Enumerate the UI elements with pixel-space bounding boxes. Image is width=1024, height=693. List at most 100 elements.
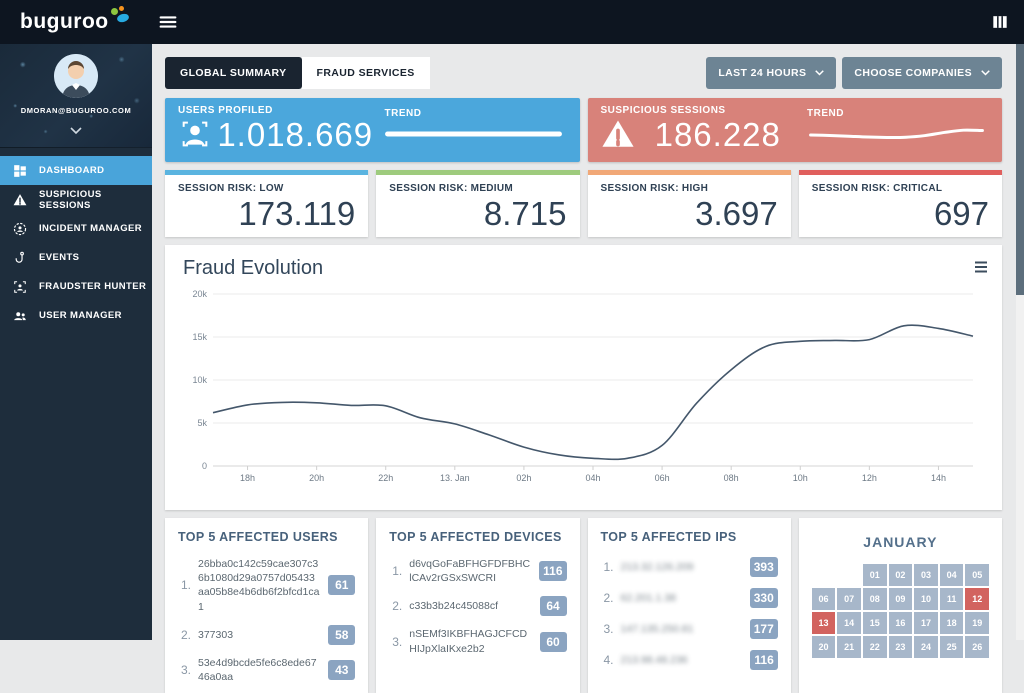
count-badge: 64 (539, 596, 567, 617)
menu-icon[interactable] (157, 11, 179, 33)
sidebar-item-incident-manager[interactable]: INCIDENT MANAGER (0, 214, 152, 243)
count-badge: 43 (328, 659, 356, 680)
sidebar-item-user-manager[interactable]: USER MANAGER (0, 301, 152, 330)
calendar-day-14[interactable]: 14 (837, 612, 861, 634)
panel-title: TOP 5 AFFECTED USERS (178, 530, 338, 544)
list-item[interactable]: 1. 26bba0c142c59cae307c36b1080d29a0757d0… (178, 557, 356, 614)
calendar-day-07[interactable]: 07 (837, 588, 861, 610)
tab-global-summary[interactable]: GLOBAL SUMMARY (165, 57, 302, 89)
list-item[interactable]: 2. c33b3b24c45088cf 64 (389, 596, 567, 617)
svg-text:15k: 15k (192, 332, 207, 342)
ip-address: 62.201.1.38 (620, 591, 676, 604)
scrollbar-track[interactable] (1016, 44, 1024, 640)
count-badge: 177 (749, 619, 778, 639)
list-item[interactable]: 2. 377303 58 (178, 624, 356, 645)
chart-menu-icon[interactable] (974, 261, 988, 273)
list-item[interactable]: 1. d6vqGoFaBFHGFDFBHClCAv2rGSxSWCRI 116 (389, 557, 567, 585)
list-item[interactable]: 3. 53e4d9bcde5fe6c8ede6746a0aa 43 (178, 656, 356, 684)
calendar-day-25[interactable]: 25 (939, 636, 964, 658)
list-item[interactable]: 3. 147.135.250.81 177 (601, 619, 778, 639)
svg-text:22h: 22h (378, 473, 393, 483)
fraudster-icon (13, 280, 27, 294)
calendar-day-26[interactable]: 26 (965, 636, 989, 658)
sidebar-item-dashboard[interactable]: DASHBOARD (0, 156, 152, 185)
scrollbar-thumb[interactable] (1016, 44, 1024, 295)
rank: 2. (180, 627, 191, 642)
calendar-day-08[interactable]: 08 (862, 588, 887, 610)
calendar-day-03[interactable]: 03 (914, 564, 938, 586)
tab-bar: GLOBAL SUMMARY FRAUD SERVICES (165, 57, 430, 89)
sidebar-item-events[interactable]: EVENTS (0, 243, 152, 272)
rank: 1. (180, 578, 191, 593)
calendar-day-10[interactable]: 10 (914, 588, 938, 610)
suspicious-sessions-card: SUSPICIOUS SESSIONS 186.228 TREND (587, 98, 1002, 162)
avatar[interactable] (54, 54, 98, 98)
top-affected-devices-panel: TOP 5 AFFECTED DEVICES 1. d6vqGoFaBFHGFD… (376, 518, 580, 693)
chart-title: Fraud Evolution (183, 257, 324, 279)
risk-critical-value: 697 (933, 195, 989, 232)
suspicious-sessions-value: 186.228 (654, 115, 781, 153)
calendar-day-13[interactable]: 13 (811, 612, 836, 634)
ip-address: 147.135.250.81 (620, 622, 694, 635)
calendar-day-22[interactable]: 22 (862, 636, 887, 658)
warning-icon (13, 193, 27, 207)
calendar-day-16[interactable]: 16 (888, 612, 913, 634)
risk-low-label: SESSION RISK: LOW (178, 183, 284, 194)
logo-text: buguroo (20, 10, 109, 33)
svg-text:12h: 12h (862, 473, 877, 483)
calendar-day-12[interactable]: 12 (965, 588, 989, 610)
count-badge: 61 (328, 575, 356, 596)
columns-view-icon[interactable] (990, 12, 1010, 32)
trend-label: TREND (384, 108, 422, 119)
svg-text:20k: 20k (192, 289, 207, 299)
buguroo-logo[interactable]: buguroo (20, 6, 131, 34)
calendar-grid: 01 02 03 04 05 06 07 08 09 10 11 12 13 14 15 16 17 18 19 20… (811, 564, 989, 658)
calendar-day-02[interactable]: 02 (888, 564, 913, 586)
count-badge: 116 (750, 650, 778, 670)
calendar-day-24[interactable]: 24 (914, 636, 938, 658)
calendar-day-01[interactable]: 01 (862, 564, 887, 586)
calendar-day-11[interactable]: 11 (939, 588, 964, 610)
grid-icon (13, 164, 27, 178)
list-item[interactable]: 4. 213.98.48.236 116 (601, 650, 778, 670)
list-item[interactable]: 3. nSEMf3IKBFHAGJCFCDHIJpXlaIKxe2b2 60 (389, 627, 567, 655)
calendar-day-20[interactable]: 20 (811, 636, 836, 658)
calendar-day-05[interactable]: 05 (965, 564, 989, 586)
risk-row: SESSION RISK: LOW 173.119 SESSION RISK: … (165, 170, 1002, 237)
count-badge: 393 (749, 557, 778, 577)
tab-fraud-services[interactable]: FRAUD SERVICES (301, 57, 430, 89)
calendar-day-09[interactable]: 09 (888, 588, 913, 610)
sidebar-item-fraudster-hunter[interactable]: FRAUDSTER HUNTER (0, 272, 152, 301)
top-affected-ips-panel: TOP 5 AFFECTED IPS 1. 213.32.126.209 393… (587, 518, 791, 693)
list-item[interactable]: 1. 213.32.126.209 393 (601, 557, 778, 577)
header-row: GLOBAL SUMMARY FRAUD SERVICES LAST 24 HO… (165, 57, 1002, 89)
company-filter-dropdown[interactable]: CHOOSE COMPANIES (842, 57, 1002, 89)
calendar-day-21[interactable]: 21 (837, 636, 861, 658)
rank: 1. (392, 564, 403, 579)
filters: LAST 24 HOURS CHOOSE COMPANIES (706, 57, 1002, 89)
panel-title: TOP 5 AFFECTED DEVICES (389, 530, 562, 544)
suspicious-sessions-label: SUSPICIOUS SESSIONS (600, 105, 726, 116)
profile-section: DMORAN@BUGUROO.COM (0, 44, 152, 148)
risk-high-value: 3.697 (695, 195, 778, 232)
svg-text:13. Jan: 13. Jan (440, 473, 470, 483)
calendar-day-15[interactable]: 15 (862, 612, 887, 634)
list-item[interactable]: 2. 62.201.1.38 330 (601, 588, 778, 608)
svg-text:5k: 5k (197, 418, 207, 428)
risk-card-high: SESSION RISK: HIGH 3.697 (587, 170, 791, 237)
chevron-down-icon[interactable] (0, 122, 152, 140)
calendar-day-18[interactable]: 18 (939, 612, 964, 634)
calendar-day-23[interactable]: 23 (888, 636, 913, 658)
calendar-day-06[interactable]: 06 (811, 588, 836, 610)
sidebar-item-suspicious-sessions[interactable]: SUSPICIOUS SESSIONS (0, 185, 152, 214)
calendar-day-04[interactable]: 04 (939, 564, 964, 586)
risk-card-critical: SESSION RISK: CRITICAL 697 (798, 170, 1002, 237)
calendar-day-19[interactable]: 19 (965, 612, 989, 634)
rank: 2. (392, 599, 403, 614)
time-filter-dropdown[interactable]: LAST 24 HOURS (706, 57, 837, 89)
sidebar-item-label: DASHBOARD (39, 165, 105, 176)
risk-low-value: 173.119 (238, 195, 356, 232)
device-id: c33b3b24c45088cf (409, 600, 498, 613)
calendar-day-17[interactable]: 17 (914, 612, 938, 634)
svg-text:18h: 18h (240, 473, 255, 483)
